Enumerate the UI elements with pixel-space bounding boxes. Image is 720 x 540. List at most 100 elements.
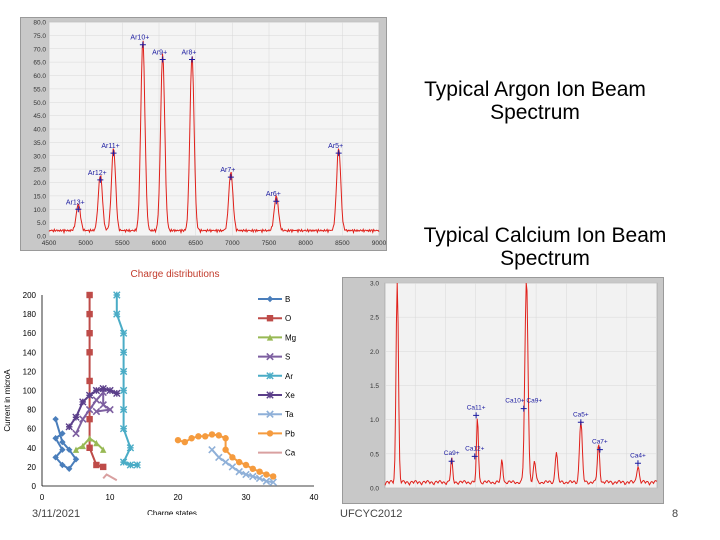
- charge-data-point: [221, 458, 230, 466]
- calcium-y-tick-label: 2.0: [370, 349, 379, 356]
- charge-legend-label: Ar: [285, 372, 293, 381]
- charge-x-tick-label: 20: [174, 493, 183, 502]
- calcium-peak-label: Ca11+: [467, 404, 486, 411]
- charge-data-point: [106, 405, 114, 414]
- charge-data-point: [86, 377, 93, 385]
- charge-data-point: [86, 310, 93, 318]
- argon-peak-marker: [75, 206, 82, 213]
- calcium-peak-label: Ca12+: [465, 445, 485, 452]
- calcium-peak-marker: [471, 453, 478, 460]
- argon-y-tick-label: 65.0: [33, 60, 46, 67]
- charge-data-point: [222, 435, 229, 442]
- argon-peak-label: Ar13+: [66, 199, 85, 206]
- argon-spectrum-chart: 0.0 5.0 10.0 15.0 20.0 25.0 30.0 35.0 40.0 45.0 50…: [33, 20, 386, 248]
- charge-y-tick-label: 20: [27, 463, 36, 472]
- charge-data-point: [119, 348, 128, 356]
- charge-data-point: [72, 446, 80, 453]
- charge-data-point: [72, 429, 80, 438]
- charge-series-ta: [208, 445, 277, 486]
- calcium-peak-marker: [577, 419, 584, 426]
- charge-data-point: [99, 401, 107, 409]
- argon-peak-label: Ar6+: [266, 191, 281, 198]
- charge-legend-label: Mg: [285, 333, 296, 342]
- charge-legend-marker: [266, 430, 274, 437]
- footer-conference: UFCYC2012: [340, 508, 403, 520]
- charge-series-o: [86, 291, 107, 471]
- charge-data-point: [255, 474, 264, 483]
- argon-x-tick-label: 4500: [42, 240, 57, 247]
- argon-y-tick-label: 15.0: [33, 193, 46, 200]
- argon-y-tick-label: 60.0: [33, 73, 46, 80]
- argon-x-tick-label: 8500: [335, 240, 350, 247]
- argon-peak-marker: [159, 56, 166, 63]
- charge-series-b: [52, 415, 80, 473]
- argon-x-tick-label: 5500: [115, 240, 130, 247]
- charge-y-tick-label: 140: [23, 348, 37, 357]
- charge-data-point: [235, 467, 243, 476]
- argon-x-tick-label: 7000: [225, 240, 240, 247]
- calcium-peak-marker: [634, 460, 641, 467]
- charge-data-point: [86, 330, 93, 337]
- charge-data-point: [52, 435, 59, 442]
- charge-legend-marker: [266, 352, 274, 361]
- argon-peak-marker: [227, 174, 234, 181]
- charge-data-point: [269, 478, 277, 486]
- charge-data-point: [113, 291, 121, 299]
- argon-x-tick-label: 7500: [262, 240, 277, 247]
- charge-y-tick-label: 40: [27, 444, 36, 453]
- calcium-peak-label: Ca9+: [444, 450, 460, 457]
- argon-x-tick-label: 8000: [298, 240, 313, 247]
- argon-y-tick-label: 10.0: [33, 207, 46, 214]
- argon-y-tick-label: 5.0: [37, 220, 46, 227]
- argon-y-tick-label: 25.0: [33, 167, 46, 174]
- charge-data-point: [119, 405, 128, 414]
- charge-data-point: [188, 435, 195, 442]
- charge-series-ar: [113, 291, 141, 469]
- charge-data-point: [208, 431, 216, 438]
- argon-peak-marker: [335, 150, 342, 157]
- charge-data-point: [100, 446, 107, 453]
- calcium-y-tick-label: 1.5: [370, 383, 379, 390]
- charge-series-pb: [174, 431, 277, 480]
- charge-data-point: [86, 435, 93, 442]
- argon-y-tick-label: 20.0: [33, 180, 46, 187]
- charge-distribution-chart: Charge distributions02040608010012014016…: [3, 269, 319, 515]
- charge-legend-marker: [266, 391, 274, 399]
- calcium-peak-label: Ca5+: [573, 411, 589, 418]
- calcium-peak-label: Ca10+ Ca9+: [505, 398, 542, 405]
- charge-y-tick-label: 0: [32, 482, 37, 491]
- charge-legend-marker: [266, 295, 274, 303]
- charge-data-point: [242, 461, 250, 469]
- argon-x-tick-label: 6500: [188, 240, 203, 247]
- charge-y-tick-label: 160: [23, 329, 37, 338]
- charge-series-line: [75, 389, 113, 434]
- charge-data-point: [222, 446, 229, 453]
- charge-legend-label: Pb: [285, 429, 295, 438]
- charge-data-point: [59, 438, 66, 446]
- calcium-peak-marker: [520, 405, 527, 412]
- charge-y-tick-label: 180: [23, 310, 37, 319]
- charge-data-point: [113, 389, 121, 398]
- argon-peak-label: Ar12+: [88, 170, 107, 177]
- argon-y-tick-label: 75.0: [33, 33, 46, 40]
- charge-data-point: [119, 367, 128, 376]
- charge-legend-label: O: [285, 314, 291, 323]
- charge-data-point: [79, 398, 87, 406]
- charge-data-point: [119, 458, 128, 466]
- charge-y-tick-label: 200: [23, 291, 37, 300]
- charge-data-point: [92, 396, 101, 404]
- argon-y-tick-label: 80.0: [33, 20, 46, 27]
- charge-legend-marker: [266, 372, 274, 380]
- charge-data-point: [242, 470, 250, 479]
- charge-legend-label: Xe: [285, 391, 295, 400]
- charge-data-point: [215, 432, 222, 439]
- argon-y-tick-label: 0.0: [37, 234, 46, 241]
- charge-data-point: [59, 461, 66, 469]
- charge-data-point: [72, 413, 80, 421]
- argon-peak-label: Ar8+: [182, 49, 197, 56]
- calcium-peak-label: Ca4+: [630, 452, 646, 459]
- argon-x-tick-label: 9000: [372, 240, 386, 247]
- charge-data-point: [52, 454, 59, 461]
- argon-y-tick-label: 30.0: [33, 153, 46, 160]
- charge-x-tick-label: 40: [310, 493, 319, 502]
